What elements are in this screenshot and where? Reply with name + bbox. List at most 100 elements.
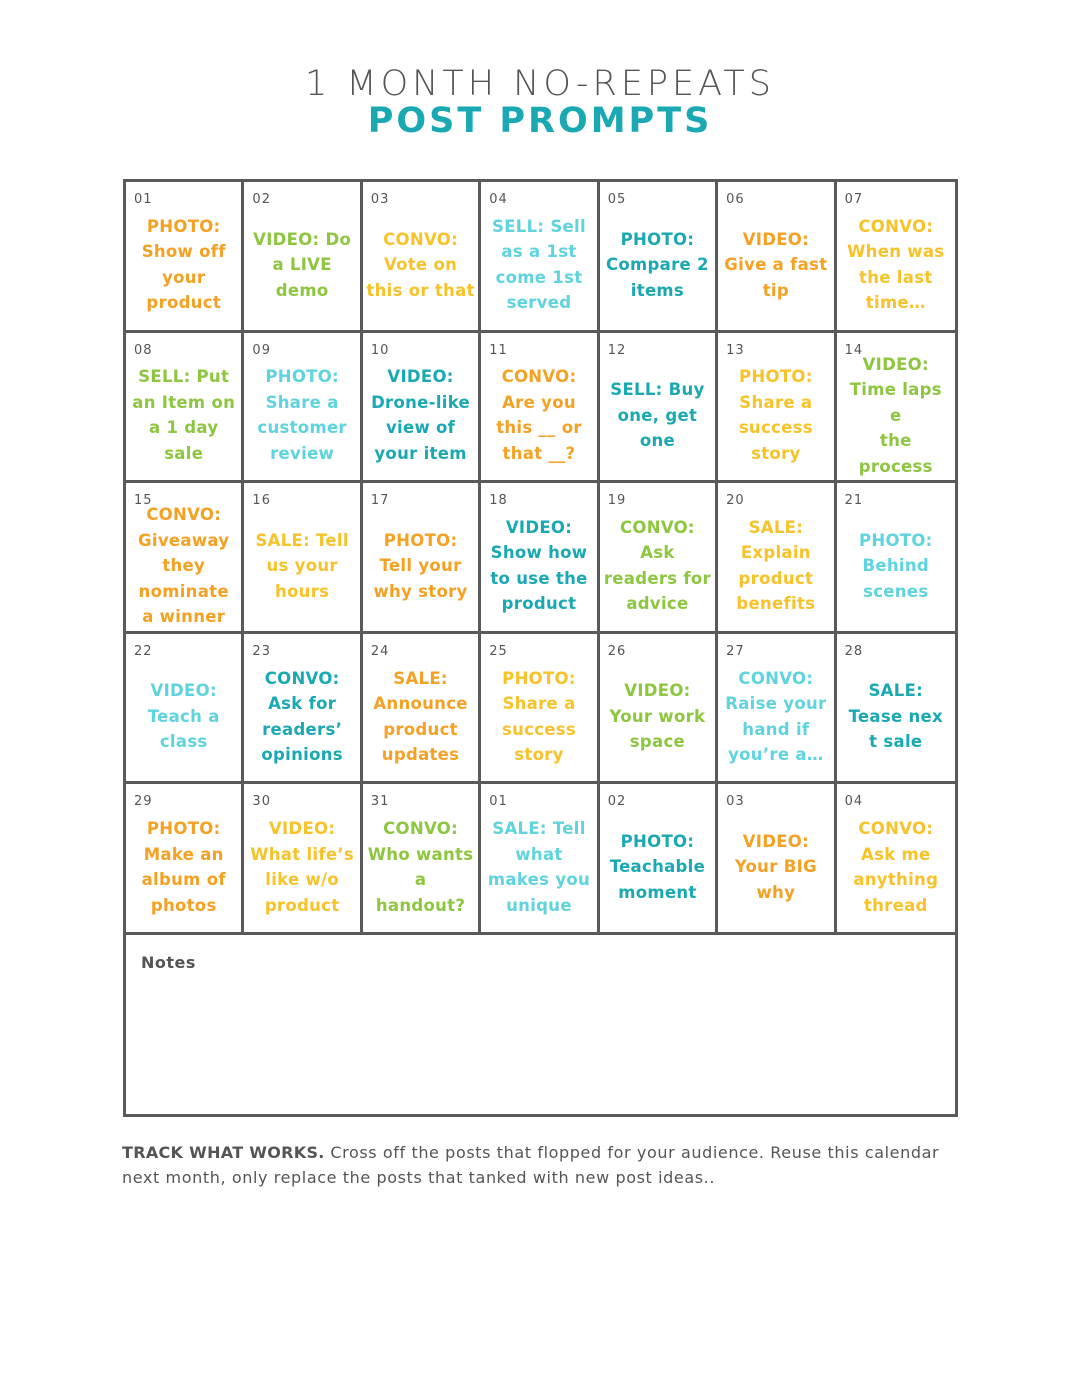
post-prompt: VIDEO: Give a fast tip <box>724 229 828 300</box>
day-number: 03 <box>370 192 390 207</box>
post-prompt: VIDEO: What life’s like w/o product <box>250 819 355 915</box>
post-prompt: PHOTO: Share a customer review <box>257 367 347 463</box>
day-number: 07 <box>844 192 864 207</box>
day-number: 28 <box>844 643 864 659</box>
post-prompt: VIDEO: Show how to use the product <box>490 517 588 614</box>
calendar-cell: 27 CONVO: Raise your hand if you’re a… <box>718 633 837 785</box>
post-prompt: PHOTO: Make an album of photos <box>141 819 226 915</box>
footer-bold-lead: TRACK WHAT WORKS. <box>122 1143 325 1162</box>
post-prompt: VIDEO: Time laps e the process <box>849 354 942 476</box>
day-number: 11 <box>489 342 508 358</box>
calendar-cell: 21 PHOTO: Behind scenes <box>836 483 955 634</box>
post-prompt: CONVO: When was the last time… <box>847 216 945 313</box>
calendar-cell: 28 SALE: Tease nex t sale <box>836 634 955 785</box>
day-number: 18 <box>489 493 508 509</box>
day-number: 03 <box>726 794 745 810</box>
post-prompt: PHOTO: Tell your why story <box>373 530 468 601</box>
page-title-line-2: POST PROMPTS <box>367 101 713 141</box>
day-number: 17 <box>370 493 390 509</box>
post-prompt: SALE: Tell what makes you unique <box>487 819 591 915</box>
post-prompt: CONVO: Ask for readers’ opinions <box>261 668 343 765</box>
calendar-cell: 02 VIDEO: Do a LIVE demo <box>244 182 363 333</box>
day-number: 19 <box>607 493 627 509</box>
calendar-cell: 09 PHOTO: Share a customer review <box>244 332 363 484</box>
calendar-cell: 18 VIDEO: Show how to use the product <box>481 483 600 634</box>
day-number: 01 <box>134 192 153 207</box>
calendar-cell: 24 SALE: Announce product updates <box>362 633 482 785</box>
calendar-cell: 15 CONVO: Giveaway they nominate a winner <box>126 483 245 634</box>
calendar-cell: 14 VIDEO: Time laps e the process <box>836 333 955 484</box>
day-number: 05 <box>607 192 627 207</box>
post-prompt: CONVO: Raise your hand if you’re a… <box>725 668 827 765</box>
post-prompt: CONVO: Ask me anything thread <box>853 819 939 915</box>
calendar-cell: 31 CONVO: Who wants a handout? <box>362 784 482 935</box>
day-number: 25 <box>489 643 508 659</box>
post-prompt: PHOTO: Teachable moment <box>609 831 706 902</box>
calendar-cell: 11 CONVO: Are you this __ or that __? <box>481 332 600 484</box>
calendar-cell: 02 PHOTO: Teachable moment <box>599 784 719 935</box>
post-prompt: CONVO: Are you this __ or that __? <box>496 367 582 463</box>
post-prompt: PHOTO: Share a success story <box>738 367 813 463</box>
calendar-grid: 01 PHOTO: Show off your product 02 VIDEO: D… <box>126 182 955 935</box>
day-number: 31 <box>370 794 390 810</box>
calendar-cell: 08 SELL: Put an Item on a 1 day sale <box>126 332 245 484</box>
calendar-cell: 06 VIDEO: Give a fast tip <box>718 182 837 333</box>
post-prompt: CONVO: Who wants a handout? <box>367 819 474 915</box>
post-prompt: PHOTO: Share a success story <box>501 668 577 765</box>
post-prompt: PHOTO: Compare 2 items <box>606 229 709 300</box>
day-number: 04 <box>844 794 864 810</box>
day-number: 09 <box>252 342 271 358</box>
calendar-cell: 04 SELL: Sell as a 1st come 1st served <box>481 182 600 333</box>
post-prompt: PHOTO: Show off your product <box>141 216 226 313</box>
calendar-cell: 03 CONVO: Vote on this or that <box>362 182 482 333</box>
day-number: 16 <box>252 493 271 509</box>
post-prompt: SALE: Explain product benefits <box>736 517 816 614</box>
calendar-cell: 05 PHOTO: Compare 2 items <box>599 182 719 333</box>
day-number: 27 <box>726 643 745 659</box>
day-number: 06 <box>726 192 745 207</box>
post-prompt: PHOTO: Behind scenes <box>858 530 933 601</box>
day-number: 29 <box>134 794 153 810</box>
day-number: 02 <box>252 192 271 207</box>
post-prompt: VIDEO: Do a LIVE demo <box>253 229 352 300</box>
day-number: 23 <box>252 643 271 659</box>
calendar-cell: 29 PHOTO: Make an album of photos <box>126 784 245 935</box>
post-prompt: VIDEO: Your BIG why <box>734 831 817 902</box>
post-prompt: SELL: Sell as a 1st come 1st served <box>492 216 586 313</box>
calendar-cell: 22 VIDEO: Teach a class <box>126 633 245 785</box>
day-number: 13 <box>726 342 745 358</box>
day-number: 14 <box>844 342 864 358</box>
footer-body: Cross off the posts that flopped for you… <box>122 1143 940 1187</box>
day-number: 24 <box>370 643 390 659</box>
calendar-cell: 19 CONVO: Ask readers for advice <box>599 483 719 634</box>
day-number: 02 <box>607 794 627 810</box>
calendar-cell: 01 SALE: Tell what makes you unique <box>481 784 600 935</box>
calendar-cell: 23 CONVO: Ask for readers’ opinions <box>244 633 363 785</box>
day-number: 15 <box>134 493 153 509</box>
post-prompt: VIDEO: Your work space <box>609 681 706 752</box>
calendar-cell: 26 VIDEO: Your work space <box>599 633 719 785</box>
post-prompt: CONVO: Vote on this or that <box>366 229 475 300</box>
post-prompt: VIDEO: Teach a class <box>147 681 220 752</box>
calendar-cell: 30 VIDEO: What life’s like w/o product <box>244 784 363 935</box>
calendar-cell: 16 SALE: Tell us your hours <box>244 483 363 634</box>
calendar-cell: 03 VIDEO: Your BIG why <box>718 784 837 935</box>
calendar-cell: 04 CONVO: Ask me anything thread <box>836 784 955 935</box>
day-number: 22 <box>134 643 153 659</box>
calendar-cell: 01 PHOTO: Show off your product <box>126 182 245 333</box>
day-number: 08 <box>134 342 153 358</box>
calendar-cell: 10 VIDEO: Drone-like view of your item <box>362 332 482 484</box>
day-number: 04 <box>489 192 508 207</box>
footer-text: TRACK WHAT WORKS. Cross off the posts th… <box>122 1140 962 1190</box>
post-prompt: SELL: Buy one, get one <box>610 380 705 451</box>
post-prompt: CONVO: Ask readers for advice <box>603 517 711 614</box>
day-number: 10 <box>370 342 390 358</box>
notes-label: Notes <box>141 953 196 972</box>
calendar-table: 01 PHOTO: Show off your product 02 VIDEO: D… <box>123 179 958 1117</box>
post-prompt: CONVO: Giveaway they nominate a winner <box>138 505 230 627</box>
day-number: 30 <box>252 794 271 810</box>
day-number: 26 <box>607 643 627 659</box>
day-number: 21 <box>844 493 864 509</box>
calendar-cell: 17 PHOTO: Tell your why story <box>362 483 482 634</box>
post-prompt: SALE: Tease nex t sale <box>848 681 943 752</box>
